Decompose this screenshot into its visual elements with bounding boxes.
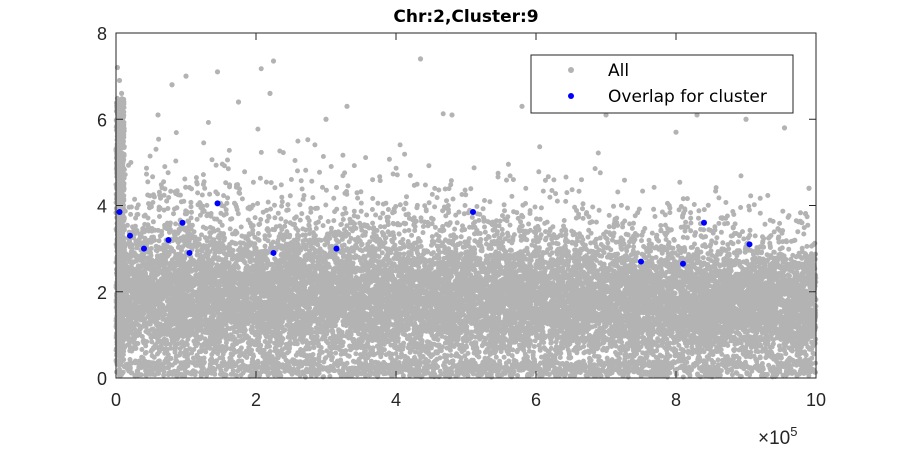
legend-label-all: All xyxy=(608,61,629,81)
chart-title: Chr:2,Cluster:9 xyxy=(393,7,538,27)
all-points-cloud xyxy=(113,66,819,380)
overlap-point xyxy=(470,208,476,215)
x-axis-multiplier-exponent: 5 xyxy=(790,424,797,439)
x-tick-label: 10 xyxy=(806,390,826,410)
y-tick-label: 8 xyxy=(97,24,107,44)
x-tick-label: 4 xyxy=(391,390,401,410)
all-point xyxy=(119,90,125,96)
all-points-layer xyxy=(113,56,819,380)
overlap-point xyxy=(333,245,340,252)
overlap-point xyxy=(638,258,644,265)
overlap-point xyxy=(141,245,147,252)
x-axis-multiplier-base: ×10 xyxy=(758,428,790,449)
overlap-point xyxy=(680,260,686,267)
overlap-points-layer xyxy=(116,200,753,267)
legend-marker-all xyxy=(568,67,574,73)
all-point xyxy=(417,56,424,62)
all-point xyxy=(183,73,189,79)
all-point xyxy=(169,82,175,88)
overlap-point xyxy=(746,241,753,248)
all-point xyxy=(344,103,350,109)
x-axis-multiplier: ×105 xyxy=(758,424,797,449)
all-point xyxy=(155,112,161,118)
x-tick-label: 8 xyxy=(671,390,681,410)
legend-box xyxy=(530,54,794,114)
y-tick-label: 2 xyxy=(97,283,107,303)
x-tick-label: 2 xyxy=(251,390,261,410)
all-point xyxy=(214,69,221,75)
legend: All Overlap for cluster xyxy=(530,54,794,114)
all-point xyxy=(519,103,525,109)
legend-label-overlap: Overlap for cluster xyxy=(608,87,767,107)
x-axis: 0 2 4 6 8 10 xyxy=(111,33,826,410)
overlap-point xyxy=(179,219,186,226)
y-tick-label: 6 xyxy=(97,110,107,130)
all-point xyxy=(743,116,749,122)
all-point xyxy=(673,129,679,135)
y-tick-label: 4 xyxy=(97,197,107,217)
all-point xyxy=(449,112,455,118)
overlap-point xyxy=(116,208,123,215)
all-point xyxy=(323,116,329,122)
overlap-point xyxy=(701,219,707,226)
y-tick-label: 0 xyxy=(97,369,107,389)
overlap-point xyxy=(270,249,277,256)
all-point xyxy=(806,185,812,191)
all-point xyxy=(694,112,700,118)
all-point xyxy=(116,77,123,84)
overlap-point xyxy=(127,232,133,239)
all-point xyxy=(603,112,609,118)
x-tick-label: 0 xyxy=(111,390,121,410)
y-axis: 0 2 4 6 8 xyxy=(97,24,816,389)
legend-marker-overlap xyxy=(568,93,574,99)
all-point xyxy=(270,58,277,64)
all-point xyxy=(235,99,242,105)
overlap-point xyxy=(186,249,193,256)
x-tick-label: 6 xyxy=(531,390,541,410)
overlap-point xyxy=(165,237,172,243)
all-point xyxy=(267,90,273,96)
overlap-point xyxy=(214,200,221,207)
all-point xyxy=(781,125,788,131)
